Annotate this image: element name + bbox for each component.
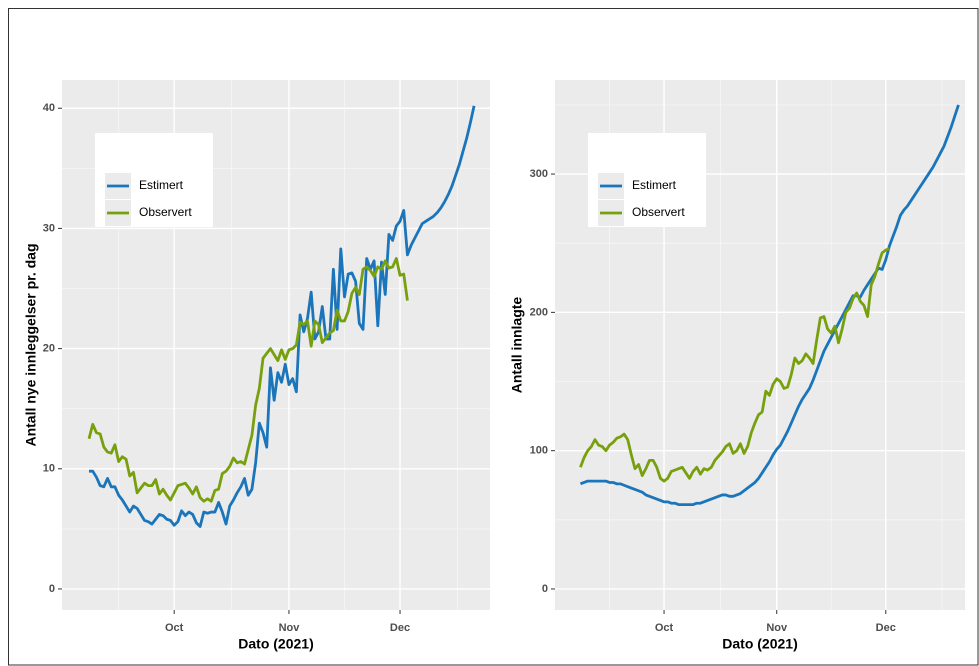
x-axis-title: Dato (2021) [238, 636, 313, 652]
y-tick-label: 10 [43, 463, 55, 475]
figure-border [8, 8, 979, 666]
legend-label: Estimert [139, 178, 184, 192]
y-axis-title: Antall nye innleggelser pr. dag [23, 243, 39, 446]
data-line [87, 257, 409, 503]
y-tick-label: 40 [43, 102, 55, 114]
y-tick-label: 100 [530, 445, 548, 457]
data-line [579, 247, 890, 483]
y-tick-label: 0 [542, 583, 548, 595]
data-line [579, 104, 960, 507]
x-tick-label: Nov [279, 622, 301, 634]
y-tick-label: 300 [530, 168, 548, 180]
x-tick-label: Oct [165, 622, 184, 634]
y-tick-label: 200 [530, 306, 548, 318]
legend-label: Observert [632, 205, 685, 219]
y-tick-label: 0 [49, 583, 55, 595]
legend-label: Observert [139, 205, 192, 219]
x-tick-label: Oct [655, 622, 674, 634]
legend-label: Estimert [632, 178, 677, 192]
y-axis-title: Antall innlagte [509, 297, 525, 394]
y-tick-label: 20 [43, 343, 55, 355]
x-tick-label: Nov [766, 622, 788, 634]
x-axis-title: Dato (2021) [722, 636, 797, 652]
x-tick-label: Dec [876, 622, 896, 634]
y-tick-label: 30 [43, 222, 55, 234]
x-tick-label: Dec [390, 622, 410, 634]
data-line [89, 105, 476, 528]
